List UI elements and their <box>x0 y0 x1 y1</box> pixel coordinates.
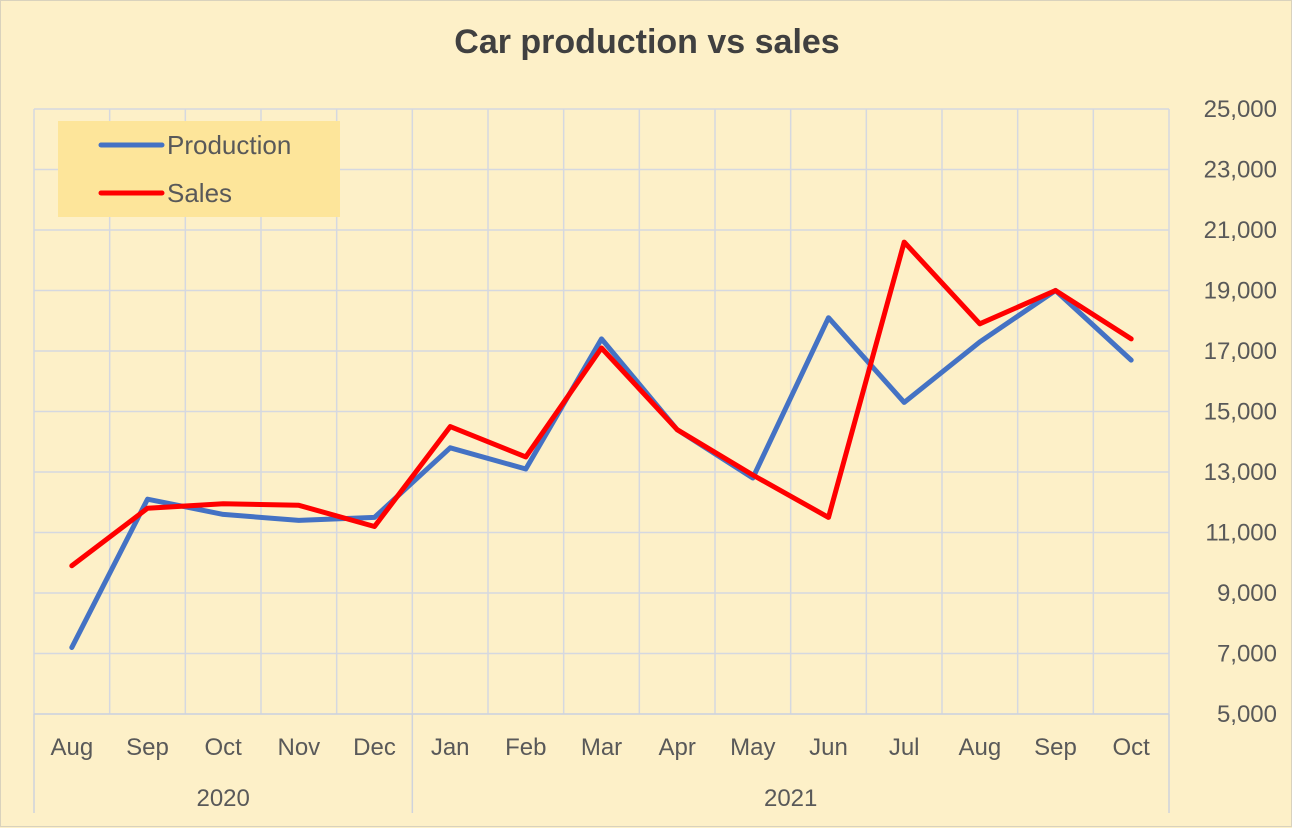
x-tick-label-0: Aug <box>50 734 93 761</box>
x-group-label-0: 2020 <box>196 785 249 812</box>
x-tick-label-6: Feb <box>505 734 546 761</box>
legend-label-sales: Sales <box>167 178 232 208</box>
x-tick-label-1: Sep <box>126 734 169 761</box>
x-tick-label-10: Jun <box>809 734 848 761</box>
y-tick-label-9: 23,000 <box>1204 157 1277 184</box>
x-tick-label-9: May <box>730 734 775 761</box>
y-tick-label-6: 17,000 <box>1204 338 1277 365</box>
x-tick-label-13: Sep <box>1034 734 1077 761</box>
y-tick-label-3: 11,000 <box>1205 520 1277 547</box>
x-tick-label-5: Jan <box>431 734 470 761</box>
legend-label-production: Production <box>167 130 291 160</box>
x-tick-label-8: Apr <box>658 734 695 761</box>
y-tick-label-1: 7,000 <box>1217 641 1277 668</box>
y-tick-label-10: 25,000 <box>1204 96 1277 123</box>
x-tick-label-7: Mar <box>581 734 622 761</box>
x-tick-label-3: Nov <box>277 734 320 761</box>
x-tick-label-12: Aug <box>958 734 1001 761</box>
y-tick-label-2: 9,000 <box>1217 580 1277 607</box>
y-tick-label-5: 15,000 <box>1204 399 1277 426</box>
x-tick-label-4: Dec <box>353 734 396 761</box>
x-group-label-1: 2021 <box>764 785 817 812</box>
y-tick-label-7: 19,000 <box>1204 278 1277 305</box>
x-tick-label-14: Oct <box>1112 734 1150 761</box>
x-tick-label-11: Jul <box>889 734 920 761</box>
y-tick-label-8: 21,000 <box>1204 217 1277 244</box>
y-tick-label-0: 5,000 <box>1217 701 1277 728</box>
y-tick-label-4: 13,000 <box>1204 459 1277 486</box>
x-tick-label-2: Oct <box>204 734 242 761</box>
